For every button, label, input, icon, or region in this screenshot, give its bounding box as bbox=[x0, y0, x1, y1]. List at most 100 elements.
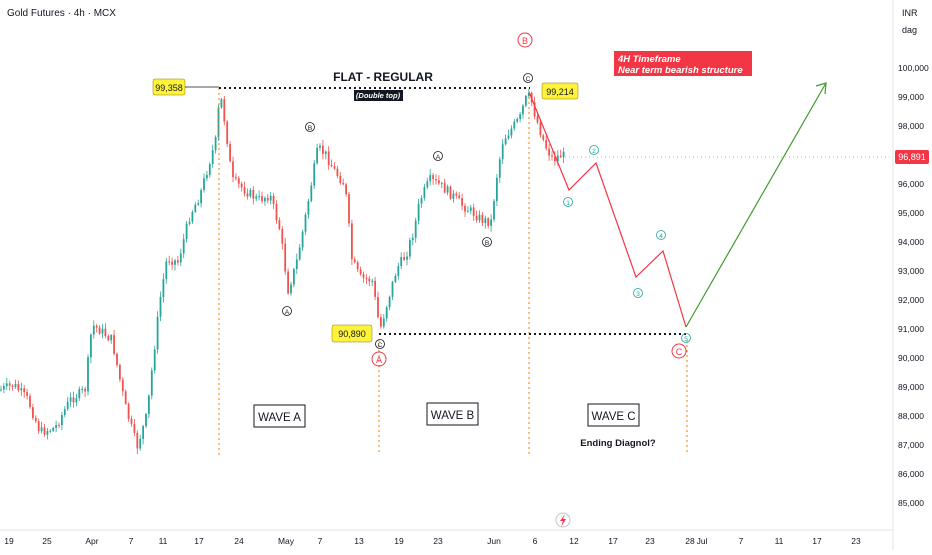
bullish-arrow-head-icon bbox=[815, 82, 827, 95]
currency-label: INR bbox=[902, 8, 918, 18]
time-tick-8: 7 bbox=[318, 536, 323, 546]
price-axis[interactable]: 100,00099,00098,00097,00096,00095,00094,… bbox=[898, 63, 929, 508]
candle-body bbox=[185, 223, 188, 240]
candle-body bbox=[481, 214, 484, 224]
svg-text:A: A bbox=[436, 154, 441, 161]
candle-body bbox=[539, 122, 542, 136]
candle-body bbox=[0, 389, 2, 391]
candle-body bbox=[119, 364, 121, 380]
candle-body bbox=[229, 144, 231, 162]
candle-body bbox=[556, 155, 559, 162]
candle-body bbox=[426, 181, 429, 188]
wave-c-box: WAVE C bbox=[587, 403, 640, 427]
candle-body bbox=[246, 193, 249, 197]
candle-body bbox=[235, 177, 237, 179]
candle-body bbox=[371, 280, 374, 282]
wave-a-box: WAVE A bbox=[253, 404, 306, 428]
candle-body bbox=[525, 96, 527, 106]
price-tick-6: 94,000 bbox=[898, 237, 924, 247]
candle-body bbox=[374, 280, 376, 297]
candle-body bbox=[156, 316, 159, 350]
candle-body bbox=[380, 317, 382, 327]
candle-body bbox=[249, 190, 252, 197]
candle-body bbox=[232, 161, 234, 178]
candle-body bbox=[319, 145, 321, 148]
candle-body bbox=[467, 210, 469, 212]
candle-body bbox=[153, 349, 156, 371]
pattern-subtitle-bg bbox=[354, 90, 403, 101]
candle-body bbox=[365, 277, 368, 279]
candle-body bbox=[342, 183, 345, 185]
candle-body bbox=[11, 385, 14, 388]
candle-body bbox=[400, 257, 403, 267]
candle-body bbox=[148, 395, 150, 415]
candle-body bbox=[8, 383, 11, 386]
candle-body bbox=[295, 259, 298, 269]
candle-body bbox=[217, 107, 220, 138]
candle-body bbox=[333, 166, 336, 169]
lightning-badge-icon[interactable] bbox=[555, 512, 571, 528]
candle-body bbox=[61, 415, 63, 426]
candle-body bbox=[200, 190, 202, 204]
candle-body bbox=[290, 284, 292, 294]
candle-body bbox=[513, 121, 516, 129]
candle-body bbox=[208, 164, 211, 175]
candle-body bbox=[110, 335, 113, 341]
candle-body bbox=[322, 145, 324, 154]
candle-body bbox=[510, 128, 513, 136]
candle-body bbox=[461, 198, 463, 206]
candle-body bbox=[501, 144, 504, 160]
wave-a-label: WAVE A bbox=[258, 412, 301, 424]
candle-body bbox=[226, 121, 229, 145]
candle-body bbox=[191, 211, 194, 222]
candle-body bbox=[197, 203, 200, 205]
projection-label-1: 1 bbox=[563, 197, 573, 207]
time-tick-11: 23 bbox=[433, 536, 443, 546]
ending-note: Ending Diagnol? bbox=[580, 438, 656, 449]
candle-body bbox=[298, 247, 301, 260]
candle-body bbox=[46, 431, 49, 435]
candle-body bbox=[26, 392, 28, 396]
candle-body bbox=[84, 389, 86, 392]
time-axis[interactable]: 19 25 Apr 7 11 17 24 May 7 13 19 23 Jun 6 12 17 23 28 Jul 7… bbox=[4, 536, 861, 546]
time-tick-20: 11 bbox=[775, 536, 784, 546]
candle-body bbox=[145, 414, 147, 427]
candle-body bbox=[304, 214, 307, 232]
time-tick-5: 17 bbox=[194, 536, 204, 546]
candle-body bbox=[52, 427, 55, 431]
time-tick-2: Apr bbox=[85, 536, 98, 546]
candle-body bbox=[310, 185, 313, 201]
candle-body bbox=[113, 335, 115, 354]
candle-body bbox=[124, 391, 127, 404]
price-tag-top-right-text: 99,214 bbox=[546, 87, 574, 97]
candle-body bbox=[498, 159, 501, 178]
candle-body bbox=[150, 370, 153, 396]
candle-body bbox=[504, 138, 507, 145]
candle-body bbox=[203, 178, 205, 191]
candle-body bbox=[211, 150, 214, 165]
time-tick-6: 24 bbox=[234, 536, 244, 546]
candle-body bbox=[522, 105, 524, 115]
svg-text:C: C bbox=[676, 347, 683, 357]
candle-body bbox=[478, 214, 481, 221]
last-price-badge bbox=[895, 150, 929, 164]
candle-body bbox=[368, 278, 371, 282]
big-wave-label-b: B bbox=[517, 32, 533, 48]
sub-label-wave-a-a: A bbox=[282, 306, 292, 316]
bullish-projection-path bbox=[685, 82, 827, 328]
candle-body bbox=[351, 223, 353, 260]
candle-body bbox=[194, 204, 197, 212]
price-tick-0: 100,000 bbox=[898, 63, 929, 73]
svg-text:4: 4 bbox=[659, 233, 663, 240]
candle-body bbox=[252, 190, 255, 199]
candle-body bbox=[72, 397, 75, 403]
candle-body bbox=[284, 243, 287, 272]
candle-body bbox=[81, 389, 84, 391]
time-tick-10: 19 bbox=[394, 536, 404, 546]
candle-body bbox=[171, 261, 173, 265]
candle-body bbox=[116, 353, 118, 365]
candle-body bbox=[324, 151, 327, 154]
time-tick-13: 6 bbox=[533, 536, 538, 546]
